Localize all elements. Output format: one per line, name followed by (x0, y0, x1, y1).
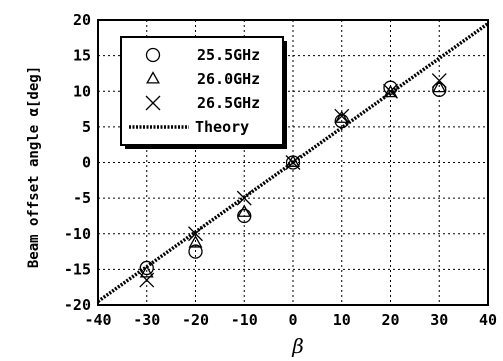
data-point-circle (237, 208, 252, 224)
legend: 25.5GHz 26.0GHz 26.5GHz Theory (120, 36, 287, 149)
data-point-x (285, 155, 301, 170)
y-tick-label: 0 (82, 154, 91, 172)
x-axis-label: β (291, 334, 304, 358)
y-tick-label: -15 (64, 260, 91, 278)
data-point-x (236, 190, 252, 206)
data-point-triangle (139, 265, 154, 278)
x-tick-label: -10 (231, 311, 258, 329)
y-axis-label: Beam offset angle α[deg] (26, 66, 42, 268)
x-tick-label: 30 (430, 311, 448, 329)
legend-label: 26.0GHz (197, 70, 260, 88)
legend-circle-icon (145, 47, 161, 63)
data-point-x (383, 83, 398, 99)
x-tick-label: 10 (333, 311, 351, 329)
data-point-triangle (432, 79, 447, 93)
data-point-triangle (383, 84, 398, 98)
legend-triangle-icon (146, 71, 160, 84)
plot-frame (97, 19, 489, 306)
legend-label: Theory (195, 118, 249, 136)
x-tick-label: 40 (479, 311, 497, 329)
data-point-circle (139, 260, 154, 276)
x-tick-label: 0 (288, 311, 297, 329)
y-tick-label: -10 (64, 225, 91, 243)
y-tick-label: 20 (73, 11, 91, 29)
y-axis-ticks: -20 -15 -10 -5 0 5 10 15 20 (64, 11, 91, 314)
data-point-triangle (286, 154, 300, 168)
data-point-x (139, 272, 155, 288)
data-point-circle (432, 82, 447, 97)
data-point-x (431, 73, 447, 89)
legend-label: 25.5GHz (197, 46, 260, 64)
markers (139, 73, 447, 288)
data-point-x (188, 226, 203, 242)
data-point-circle (383, 80, 398, 95)
x-tick-label: -40 (84, 311, 111, 329)
x-axis-ticks: -40 -30 -20 -10 0 10 20 30 40 (84, 311, 497, 329)
y-tick-label: -20 (64, 296, 91, 314)
data-point-triangle (237, 204, 252, 217)
x-tick-label: -30 (133, 311, 160, 329)
data-point-triangle (334, 110, 349, 123)
data-point-circle (188, 244, 203, 259)
y-tick-label: 5 (82, 118, 91, 136)
legend-x-icon (145, 95, 161, 111)
y-tick-label: 10 (73, 82, 91, 100)
x-tick-label: 20 (381, 311, 399, 329)
legend-label: 26.5GHz (197, 94, 260, 112)
y-tick-label: 15 (73, 47, 91, 65)
data-point-circle (334, 114, 349, 129)
y-tick-label: -5 (73, 189, 91, 207)
x-tick-label: -20 (182, 311, 209, 329)
data-point-x (334, 108, 350, 124)
data-point-triangle (188, 235, 203, 248)
